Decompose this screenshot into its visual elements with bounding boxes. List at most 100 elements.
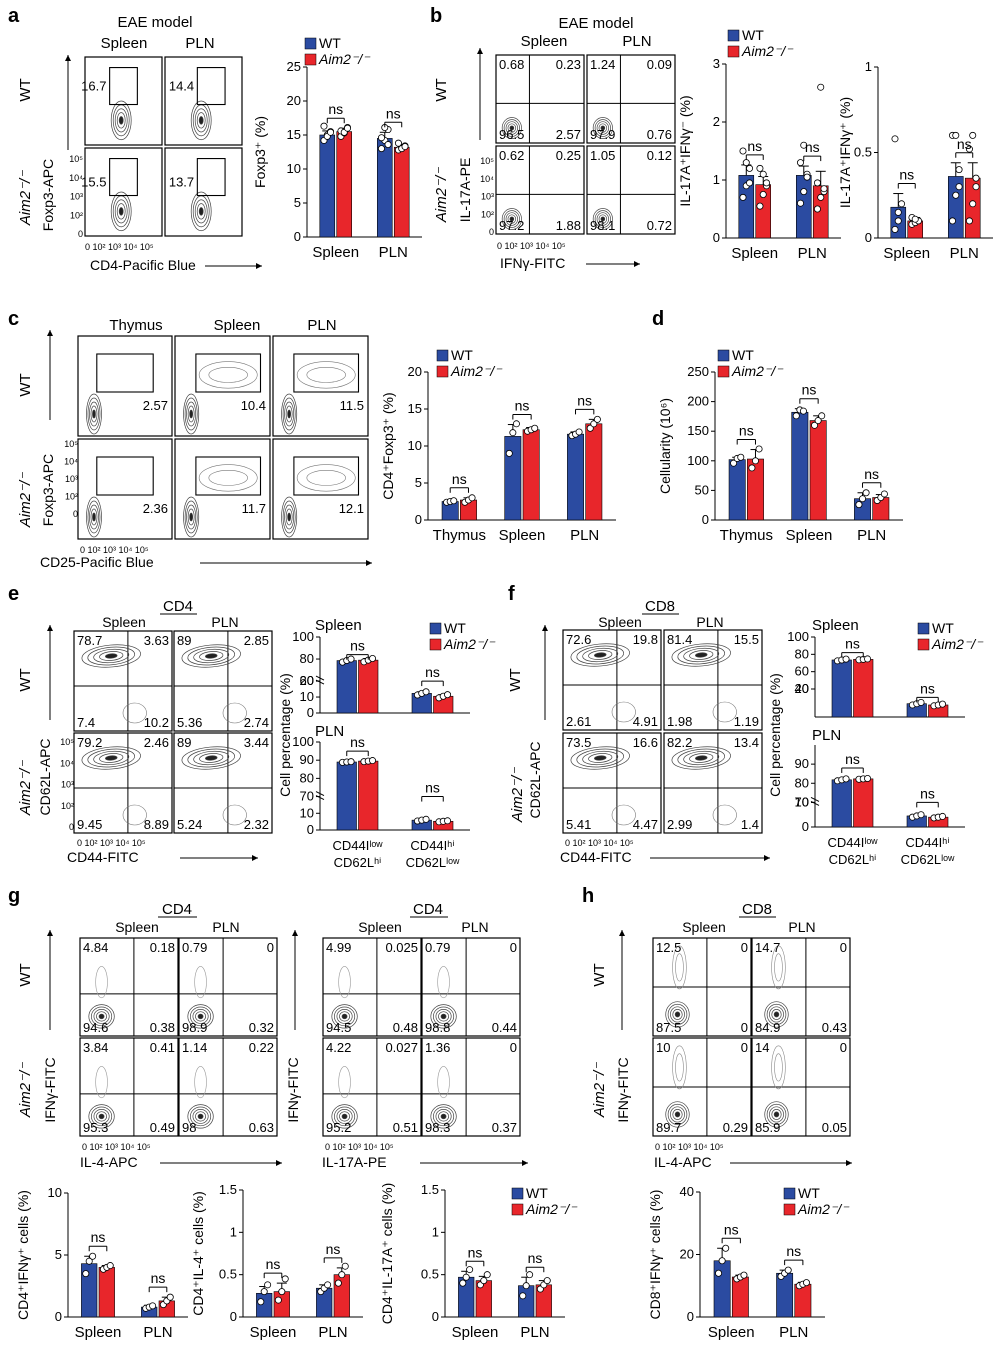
- ns-label: ns: [350, 734, 365, 750]
- density-contour: [592, 117, 613, 139]
- y-tick-label: 1: [432, 1224, 439, 1239]
- flow-tick-label: 10³: [481, 192, 494, 202]
- category-label: Spleen: [786, 527, 833, 544]
- quadrant-LL: 98.8: [425, 1020, 450, 1035]
- panel-letter: f: [508, 583, 515, 605]
- data-point: [344, 124, 352, 132]
- quadrant-UR: 0.027: [385, 1040, 418, 1055]
- density-contour: [195, 1111, 207, 1122]
- ns-label: ns: [864, 466, 879, 482]
- legend-ko: Aim2⁻/⁻: [931, 636, 984, 652]
- col-label: PLN: [307, 317, 336, 334]
- category-label: PLN: [798, 245, 827, 262]
- data-point: [792, 412, 800, 420]
- quadrant-UR: 19.8: [633, 632, 658, 647]
- ns-label: ns: [724, 1221, 739, 1237]
- y-tick-label: 70: [795, 794, 809, 809]
- flow-plot: 4.99 0.025 94.5 0.48: [322, 937, 422, 1037]
- legend-wt: WT: [451, 347, 473, 363]
- data-point: [939, 812, 947, 820]
- data-point: [855, 501, 863, 509]
- data-point: [759, 170, 767, 178]
- col-label: PLN: [212, 919, 239, 935]
- quadrant-LR: 0.44: [492, 1020, 517, 1035]
- quadrant-UR: 0.025: [385, 940, 418, 955]
- quadrant-UL: 4.22: [326, 1040, 351, 1055]
- data-point: [796, 159, 804, 167]
- y-tick-label: 25: [287, 59, 301, 74]
- category-label: CD62Lˡᵒʷ: [406, 855, 460, 870]
- arrow-head: [542, 625, 548, 631]
- category-label: CD44Iˡᵒʷ: [827, 835, 878, 850]
- data-point: [748, 464, 756, 472]
- y-axis-label: CD4⁺IL-4⁺ cells (%): [190, 1191, 206, 1315]
- category-label: CD62Lˡᵒʷ: [901, 852, 955, 867]
- data-point: [264, 1281, 272, 1289]
- category-label: PLN: [570, 527, 599, 544]
- bar-ko: [853, 778, 874, 828]
- density-contour: [81, 746, 141, 770]
- data-point: [917, 698, 925, 706]
- data-point: [394, 139, 402, 147]
- bar-chart-c: 0 5 10 15 20 ns Thymus ns Spleen ns PLN CD4⁺Foxp3⁺ …: [380, 364, 616, 544]
- data-point: [891, 225, 899, 233]
- density-contour: [672, 1108, 683, 1120]
- legend-swatch-wt: [511, 1187, 524, 1200]
- density-contour: [667, 1103, 688, 1125]
- y-tick-label: 80: [795, 646, 809, 661]
- ns-label: ns: [845, 636, 860, 652]
- bar-ko: [393, 146, 410, 238]
- quadrant-LR: 0.51: [393, 1120, 418, 1135]
- density-contour: [287, 512, 292, 522]
- bar-chart-a: 0 5 10 15 20 25 ns Spleen ns PLN Foxp3⁺ (%): [252, 59, 422, 261]
- legend-wt: WT: [319, 35, 341, 51]
- row-label: WT: [591, 963, 608, 986]
- density-contour: [576, 645, 625, 665]
- quadrant-LR: 2.74: [244, 715, 269, 730]
- gate-box: [96, 353, 154, 393]
- y-tick-label: 5: [55, 1247, 62, 1262]
- category-label: CD44Iʰⁱ: [905, 835, 949, 850]
- density-contour: [81, 644, 141, 668]
- quadrant-LR: 8.89: [144, 817, 169, 832]
- density-contour: [92, 512, 96, 522]
- flow-tick-label: 10⁴: [64, 457, 78, 467]
- flow-y-axis-label: IFNγ-FITC: [285, 1057, 301, 1122]
- bar-ko: [585, 423, 603, 521]
- data-point: [274, 1296, 282, 1304]
- density-contour: [570, 746, 630, 770]
- density-contour: [205, 755, 218, 761]
- flow-plot-frame: [79, 937, 179, 1037]
- data-point: [466, 1266, 474, 1274]
- density-contour: [105, 755, 118, 761]
- data-point: [149, 1302, 157, 1310]
- density-contour: [287, 409, 292, 419]
- col-label: PLN: [461, 919, 488, 935]
- density-contour: [437, 966, 450, 999]
- density-contour: [588, 753, 613, 763]
- bar-ko: [794, 1283, 812, 1318]
- quadrant-UR: 0.12: [647, 148, 672, 163]
- flow-tick-label: 10⁵: [480, 156, 494, 166]
- gate-box: [109, 67, 138, 106]
- flow-plot: 10.4: [174, 335, 271, 437]
- density-contour: [334, 1006, 356, 1027]
- density-contour: [588, 650, 613, 660]
- density-contour: [507, 123, 517, 133]
- density-contour: [110, 191, 132, 232]
- bar-chart-g1: 0 5 10 ns Spleen ns PLN CD4⁺IFNγ⁺ cells (%): [15, 1185, 188, 1341]
- y-axis-label: IL-17A⁺IFNγ⁻ (%): [677, 95, 693, 206]
- legend-swatch-ko: [436, 365, 449, 378]
- quadrant-LL: 95.3: [83, 1120, 108, 1135]
- chart-subtitle: Spleen: [315, 617, 362, 634]
- flow-tick-label: 10³: [65, 474, 78, 484]
- row-label: Aim2⁻/⁻: [17, 170, 34, 226]
- density-contour: [187, 1004, 214, 1029]
- density-contour: [193, 648, 230, 664]
- col-label: PLN: [696, 614, 723, 630]
